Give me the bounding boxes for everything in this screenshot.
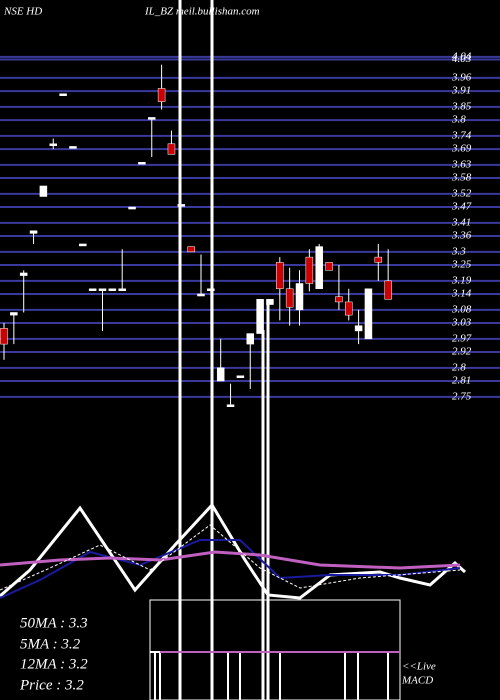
stat: 12MA : 3.2 xyxy=(20,656,88,672)
candle-body xyxy=(384,280,392,300)
candle-body xyxy=(207,288,215,292)
y-tick-label: 3.85 xyxy=(451,100,472,112)
candle-body xyxy=(216,367,225,382)
title-left: NSE HD xyxy=(3,6,42,18)
candle-body xyxy=(138,161,146,165)
candle-body xyxy=(295,283,304,311)
y-tick-label: 3.47 xyxy=(451,201,472,213)
candle-body xyxy=(0,328,8,345)
y-tick-label: 3.96 xyxy=(451,71,472,83)
y-tick-label: 2.8 xyxy=(452,361,466,373)
candle-body xyxy=(157,88,166,102)
candle-body xyxy=(354,325,363,332)
candle-body xyxy=(325,262,333,271)
panel-label: MACD xyxy=(401,675,433,687)
y-tick-label: 4.04 xyxy=(452,50,472,62)
candle-body xyxy=(305,256,314,284)
candle-body xyxy=(29,230,38,234)
y-tick-label: 3.41 xyxy=(451,216,471,228)
candle-body xyxy=(128,206,136,210)
stat: Price : 3.2 xyxy=(19,677,84,693)
candle-body xyxy=(19,272,28,276)
candle-body xyxy=(59,93,67,96)
candle-body xyxy=(256,299,264,334)
y-tick-label: 3.58 xyxy=(451,172,472,184)
y-tick-label: 3.8 xyxy=(451,114,466,126)
candle-body xyxy=(236,375,245,378)
y-tick-label: 3.08 xyxy=(451,303,472,315)
y-tick-label: 3.36 xyxy=(451,230,472,242)
y-tick-label: 3.03 xyxy=(451,317,472,329)
y-tick-label: 4.03 xyxy=(452,53,472,65)
candle-body xyxy=(226,404,235,407)
candle-body xyxy=(10,312,18,316)
live-label: <<Live xyxy=(402,661,436,673)
stat: 5MA : 3.2 xyxy=(20,636,81,652)
candle-body xyxy=(98,288,107,292)
macd-panel xyxy=(149,599,401,700)
candle-body xyxy=(266,299,274,305)
macd-bars xyxy=(150,651,400,700)
candle-body xyxy=(49,143,57,147)
candle-body xyxy=(276,262,284,290)
candle-body xyxy=(39,185,48,197)
candle-body xyxy=(69,146,77,149)
candle-body xyxy=(364,288,373,340)
candle-body xyxy=(148,117,156,120)
candle-body xyxy=(246,333,254,345)
stat: 50MA : 3.3 xyxy=(20,615,88,631)
y-tick-label: 3.74 xyxy=(451,129,472,141)
y-tick-label: 2.92 xyxy=(452,346,472,358)
y-tick-label: 2.75 xyxy=(452,390,472,402)
candle-body xyxy=(345,301,353,316)
candle-body xyxy=(187,246,195,253)
y-tick-label: 2.97 xyxy=(452,332,472,344)
y-tick-label: 3.69 xyxy=(451,143,472,155)
candle-body xyxy=(79,243,87,247)
candle-body xyxy=(285,288,294,308)
y-tick-label: 3.91 xyxy=(451,85,471,97)
moving-averages xyxy=(0,502,467,600)
candle-body xyxy=(108,288,117,292)
y-tick-label: 3.63 xyxy=(451,158,472,170)
y-tick-label: 3.52 xyxy=(451,187,472,199)
candle-body xyxy=(197,293,205,297)
candle-body xyxy=(118,288,126,292)
y-tick-label: 2.81 xyxy=(452,375,471,387)
candle-body xyxy=(177,204,186,207)
y-tick-label: 3.3 xyxy=(451,245,466,257)
candle-body xyxy=(167,143,176,155)
title-right: IL_BZ meil.bullishan.com xyxy=(144,6,260,18)
y-tick-label: 3.14 xyxy=(451,288,472,300)
candle-body xyxy=(315,246,323,290)
candle-body xyxy=(335,296,343,303)
candle-body xyxy=(88,288,97,292)
y-tick-label: 3.25 xyxy=(451,259,472,271)
candle-body xyxy=(374,256,383,263)
y-tick-label: 3.19 xyxy=(451,274,472,286)
indicator-spikes xyxy=(178,0,270,700)
